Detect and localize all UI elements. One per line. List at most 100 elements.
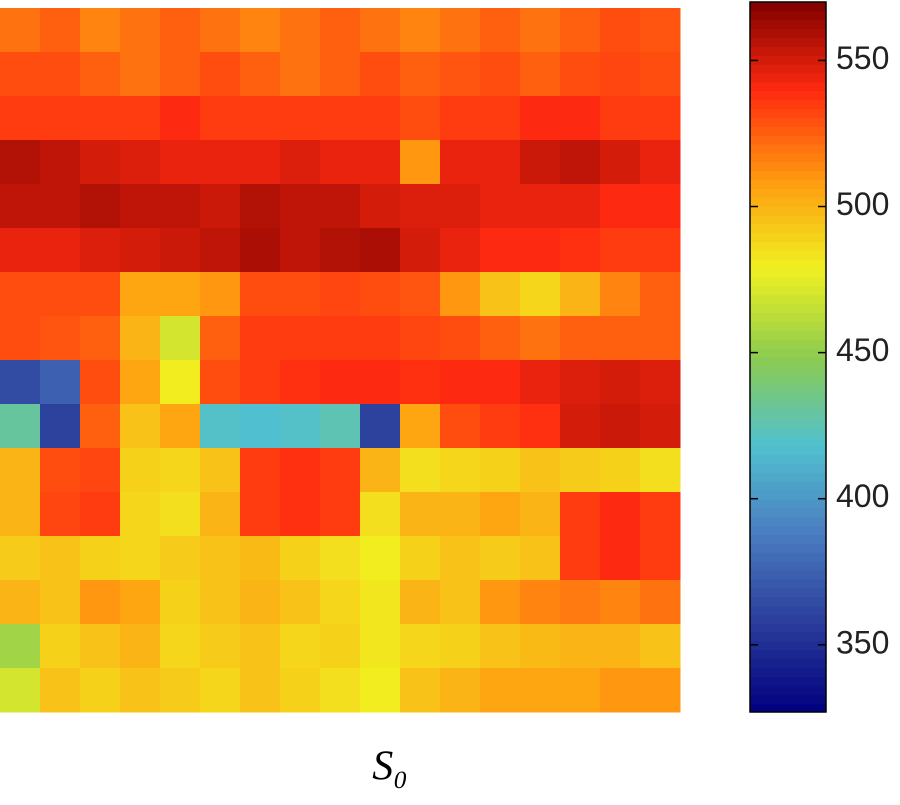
heatmap-cell: [160, 228, 201, 273]
heatmap-cell: [440, 8, 481, 53]
heatmap-cell: [640, 184, 681, 229]
heatmap-cell: [520, 52, 561, 97]
heatmap-cell: [160, 316, 201, 361]
heatmap-cell: [400, 536, 441, 581]
heatmap-cell: [560, 492, 601, 537]
heatmap-cell: [80, 52, 121, 97]
heatmap-cell: [280, 492, 321, 537]
colorbar-band: [750, 286, 826, 296]
colorbar-band: [750, 10, 826, 21]
colorbar-band: [750, 374, 826, 385]
heatmap-cell: [360, 580, 401, 625]
colorbar-band: [750, 552, 826, 562]
heatmap-cell: [120, 404, 161, 449]
heatmap-cell: [320, 140, 361, 185]
heatmap-cell: [160, 360, 201, 405]
heatmap-cell: [440, 52, 481, 97]
heatmap-cell: [40, 360, 81, 405]
colorbar-band: [750, 144, 826, 154]
colorbar-band: [750, 250, 826, 260]
heatmap-cell: [120, 52, 161, 97]
heatmap-cell: [400, 316, 441, 361]
colorbar-band: [750, 605, 826, 615]
heatmap-cell: [360, 624, 401, 669]
heatmap-cell: [280, 668, 321, 713]
heatmap-cell: [520, 624, 561, 669]
colorbar-tick-label: 350: [836, 624, 889, 660]
heatmap-cell: [560, 272, 601, 317]
colorbar-band: [750, 170, 826, 180]
colorbar-band: [750, 223, 826, 234]
heatmap-cell: [600, 580, 641, 625]
heatmap-cell: [640, 52, 681, 97]
colorbar-band: [750, 37, 826, 47]
colorbar-band: [750, 561, 826, 571]
heatmap-cell: [200, 668, 241, 713]
heatmap-cell: [400, 668, 441, 713]
heatmap-cell: [160, 624, 201, 669]
heatmap-cell: [80, 404, 121, 449]
heatmap-cell: [280, 448, 321, 493]
heatmap-cell: [40, 228, 81, 273]
heatmap-cell: [160, 272, 201, 317]
heatmap-cell: [320, 580, 361, 625]
colorbar-band: [750, 126, 826, 136]
heatmap-cell: [320, 184, 361, 229]
heatmap-cell: [440, 668, 481, 713]
heatmap-cell: [360, 316, 401, 361]
heatmap-cell: [600, 316, 641, 361]
heatmap-cell: [320, 668, 361, 713]
heatmap-cell: [560, 404, 601, 449]
heatmap-cell: [640, 668, 681, 713]
colorbar-band: [750, 463, 826, 473]
heatmap-cell: [280, 624, 321, 669]
heatmap-cell: [40, 536, 81, 581]
colorbar-band: [750, 703, 826, 713]
heatmap-cell: [280, 184, 321, 229]
heatmap-cell: [0, 668, 41, 713]
heatmap-cell: [80, 668, 121, 713]
heatmap-cell: [0, 536, 41, 581]
heatmap-cell: [40, 140, 81, 185]
heatmap-cell: [120, 316, 161, 361]
heatmap-cell: [280, 360, 321, 405]
heatmap-cell: [280, 404, 321, 449]
heatmap-cell: [440, 316, 481, 361]
heatmap-cell: [360, 272, 401, 317]
heatmap-cell: [40, 184, 81, 229]
heatmap-cell: [360, 52, 401, 97]
heatmap-cell: [480, 360, 521, 405]
heatmap-cell: [400, 624, 441, 669]
colorbar-band: [750, 241, 826, 251]
heatmap-cell: [80, 272, 121, 317]
heatmap-cell: [240, 624, 281, 669]
colorbar-band: [750, 19, 826, 30]
heatmap-cell: [600, 624, 641, 669]
heatmap-cell: [80, 448, 121, 493]
heatmap-cell: [360, 360, 401, 405]
heatmap-cell: [520, 492, 561, 537]
colorbar-band: [750, 685, 826, 695]
colorbar-band: [750, 108, 826, 118]
heatmap-cell: [120, 580, 161, 625]
heatmap-cell: [200, 96, 241, 141]
heatmap-cell: [40, 668, 81, 713]
heatmap-cell: [640, 228, 681, 273]
heatmap-cell: [600, 272, 641, 317]
colorbar-band: [750, 570, 826, 580]
colorbar-band: [750, 419, 826, 429]
colorbar-band: [750, 2, 826, 12]
colorbar-band: [750, 641, 826, 651]
colorbar-band: [750, 135, 826, 145]
heatmap-cell: [320, 272, 361, 317]
heatmap-cell: [200, 184, 241, 229]
colorbar-band: [750, 401, 826, 411]
heatmap-cell: [520, 140, 561, 185]
heatmap-cell: [440, 492, 481, 537]
colorbar-band: [750, 55, 826, 65]
heatmap-cell: [440, 624, 481, 669]
heatmap-cell: [480, 404, 521, 449]
heatmap-cell: [400, 96, 441, 141]
heatmap-cell: [480, 624, 521, 669]
